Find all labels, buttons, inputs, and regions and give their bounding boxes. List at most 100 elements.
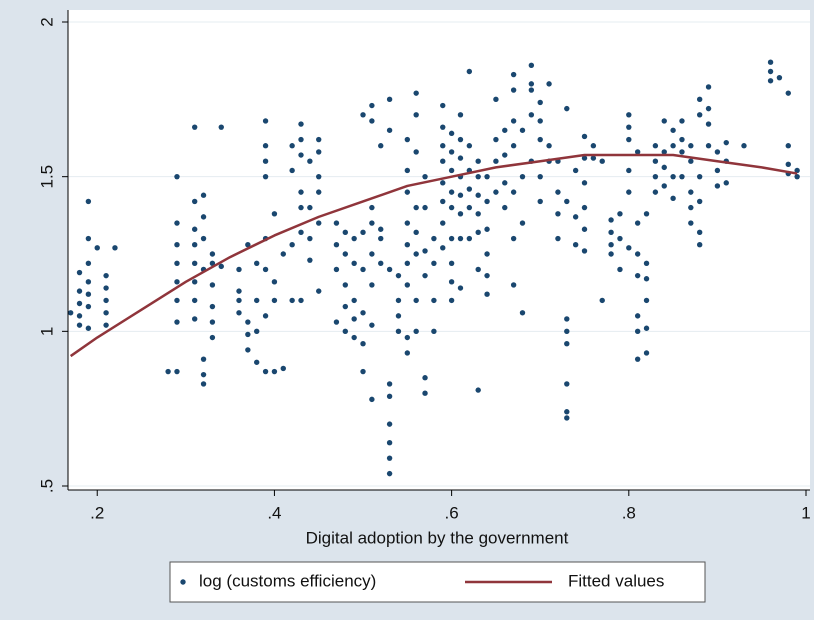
scatter-point xyxy=(572,167,579,174)
scatter-point xyxy=(422,173,428,180)
scatter-point xyxy=(413,229,419,236)
scatter-point xyxy=(643,260,650,266)
scatter-point xyxy=(360,310,366,316)
scatter-point xyxy=(484,198,490,205)
x-axis-title: Digital adoption by the government xyxy=(306,528,569,547)
scatter-point xyxy=(626,167,632,174)
scatter-point xyxy=(174,242,180,248)
scatter-point xyxy=(599,158,605,164)
scatter-point xyxy=(564,415,570,421)
scatter-point xyxy=(564,198,570,205)
scatter-point xyxy=(448,189,455,195)
scatter-point xyxy=(723,139,729,146)
scatter-point xyxy=(404,220,411,226)
scatter-point xyxy=(85,198,92,205)
scatter-point xyxy=(475,192,481,198)
legend-label: Fitted values xyxy=(568,571,664,590)
scatter-point xyxy=(448,130,455,137)
scatter-point xyxy=(634,149,641,155)
scatter-point xyxy=(519,310,526,316)
scatter-point xyxy=(103,285,109,291)
scatter-point xyxy=(174,173,180,180)
scatter-point xyxy=(307,204,313,211)
scatter-point xyxy=(369,102,375,109)
scatter-point xyxy=(670,127,676,133)
scatter-point xyxy=(386,381,393,387)
scatter-point xyxy=(431,328,437,335)
scatter-point xyxy=(200,235,207,242)
scatter-point xyxy=(245,347,251,353)
scatter-point xyxy=(626,245,632,251)
scatter-point xyxy=(510,282,517,288)
scatter-point xyxy=(661,149,667,155)
scatter-point xyxy=(634,313,641,319)
scatter-point xyxy=(785,161,791,167)
scatter-point xyxy=(103,322,109,328)
scatter-point xyxy=(289,167,295,174)
scatter-point xyxy=(475,173,481,180)
scatter-point xyxy=(94,245,100,251)
scatter-point xyxy=(174,297,180,304)
scatter-point xyxy=(369,396,375,403)
scatter-point xyxy=(218,263,224,270)
scatter-point xyxy=(564,105,570,112)
scatter-point xyxy=(564,409,570,415)
scatter-point xyxy=(298,136,304,143)
scatter-point xyxy=(608,217,614,223)
scatter-point xyxy=(413,251,419,257)
scatter-point xyxy=(174,220,180,226)
scatter-point xyxy=(723,180,729,186)
scatter-point xyxy=(165,368,171,375)
scatter-point xyxy=(174,319,180,325)
scatter-point xyxy=(484,291,490,297)
scatter-point xyxy=(316,173,322,180)
scatter-point xyxy=(262,143,269,149)
scatter-point xyxy=(448,260,455,266)
scatter-point xyxy=(404,189,411,195)
scatter-point xyxy=(316,288,322,294)
scatter-point xyxy=(262,173,269,180)
scatter-point xyxy=(174,279,180,285)
plot-area xyxy=(68,10,810,490)
scatter-point xyxy=(307,257,313,263)
scatter-point xyxy=(519,173,526,180)
scatter-point xyxy=(298,152,304,158)
scatter-point xyxy=(502,180,508,186)
scatter-point xyxy=(333,266,340,273)
scatter-point xyxy=(510,71,517,78)
scatter-point xyxy=(448,167,455,174)
legend: log (customs efficiency) Fitted values xyxy=(180,571,664,590)
scatter-point xyxy=(404,136,411,143)
scatter-point xyxy=(502,152,508,158)
scatter-point xyxy=(652,173,659,180)
scatter-point xyxy=(448,279,455,285)
scatter-point xyxy=(404,282,411,288)
scatter-point xyxy=(236,310,242,316)
scatter-point xyxy=(564,381,570,387)
scatter-point xyxy=(564,316,570,322)
scatter-point xyxy=(209,334,216,341)
scatter-point xyxy=(431,260,437,266)
scatter-point xyxy=(103,272,109,279)
scatter-point xyxy=(643,297,650,304)
scatter-point xyxy=(688,143,694,149)
marks xyxy=(67,59,800,477)
scatter-point xyxy=(333,220,340,226)
scatter-point xyxy=(76,313,83,319)
scatter-point xyxy=(342,303,349,310)
scatter-point xyxy=(652,158,659,164)
legend-box xyxy=(169,561,706,603)
scatter-point xyxy=(440,143,446,149)
scatter-point xyxy=(608,229,614,236)
legend-symbol xyxy=(180,579,186,585)
x-tick-label: .8 xyxy=(622,503,636,522)
scatter-point xyxy=(395,328,402,335)
scatter-point xyxy=(475,229,481,236)
scatter-point xyxy=(404,260,411,266)
scatter-point xyxy=(767,68,774,75)
scatter-point xyxy=(696,198,703,205)
scatter-point xyxy=(360,229,366,236)
scatter-point xyxy=(200,356,207,362)
scatter-point xyxy=(271,211,278,217)
scatter-point xyxy=(617,266,623,273)
